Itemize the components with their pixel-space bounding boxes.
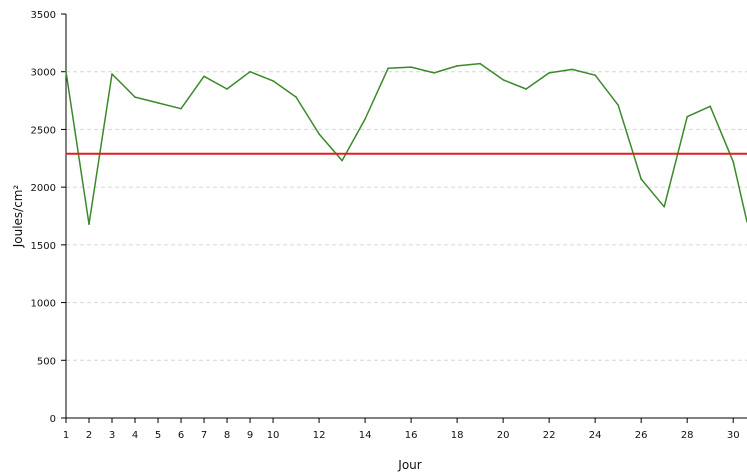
daily-series-line [65, 62, 747, 225]
x-tick-label: 10 [267, 430, 280, 441]
y-ticks: 0 500 1000 1500 2000 2500 3000 3500 [31, 10, 66, 425]
x-tick-label: 4 [132, 430, 138, 441]
data-point [203, 75, 205, 78]
x-tick-label: 1 [63, 430, 69, 441]
data-point [318, 133, 320, 135]
data-point [686, 115, 688, 118]
reference-point [65, 152, 67, 155]
x-tick-label: 5 [155, 430, 161, 441]
x-tick-label: 7 [201, 430, 207, 441]
data-point [640, 178, 642, 180]
data-point [410, 66, 412, 68]
y-tick-label: 2500 [31, 125, 56, 136]
y-tick-label: 0 [50, 414, 56, 425]
y-tick-label: 1500 [31, 241, 56, 252]
x-tick-label: 2 [86, 430, 92, 441]
data-point [88, 223, 90, 225]
data-point [617, 104, 619, 106]
data-point [709, 105, 711, 108]
data-point [341, 159, 343, 162]
x-tick-label: 6 [178, 430, 184, 441]
series [65, 62, 747, 225]
x-tick-label: 30 [727, 430, 740, 441]
data-point [525, 88, 527, 90]
x-tick-label: 24 [589, 430, 602, 441]
x-axis-title: Jour [397, 458, 421, 472]
y-tick-label: 500 [37, 356, 56, 367]
x-tick-label: 8 [224, 430, 230, 441]
data-point [134, 96, 136, 98]
data-point [364, 118, 366, 120]
data-point [548, 72, 550, 74]
data-point [65, 70, 67, 73]
data-point [594, 74, 596, 76]
x-tick-label: 16 [405, 430, 418, 441]
y-tick-label: 1000 [31, 299, 56, 310]
grid [66, 71, 747, 361]
data-point [226, 88, 228, 90]
x-tick-label: 18 [451, 430, 464, 441]
data-point [180, 107, 182, 110]
x-tick-label: 28 [681, 430, 694, 441]
x-tick-label: 20 [497, 430, 510, 441]
x-tick-label: 14 [359, 430, 372, 441]
data-point [479, 62, 481, 65]
x-ticks: 1 2 3 4 5 6 7 8 9 10 12 14 16 18 20 22 24 26 28 30 [63, 418, 740, 441]
data-point [295, 96, 297, 98]
data-point [456, 65, 458, 67]
data-point [732, 160, 734, 163]
data-point [272, 80, 274, 82]
data-point [663, 205, 665, 208]
x-tick-label: 9 [247, 430, 253, 441]
x-tick-label: 3 [109, 430, 115, 441]
y-tick-label: 3000 [31, 68, 56, 79]
data-point [111, 73, 113, 75]
x-tick-label: 12 [313, 430, 326, 441]
x-tick-label: 22 [543, 430, 556, 441]
y-axis-title: Joules/cm² [11, 185, 25, 249]
data-point [571, 68, 573, 71]
data-point [502, 78, 504, 81]
axes [65, 14, 747, 419]
data-point [387, 67, 389, 70]
data-point [433, 72, 435, 74]
x-tick-label: 26 [635, 430, 648, 441]
data-point [249, 70, 251, 73]
data-point [157, 102, 159, 104]
y-tick-label: 3500 [31, 10, 56, 21]
y-tick-label: 2000 [31, 183, 56, 194]
